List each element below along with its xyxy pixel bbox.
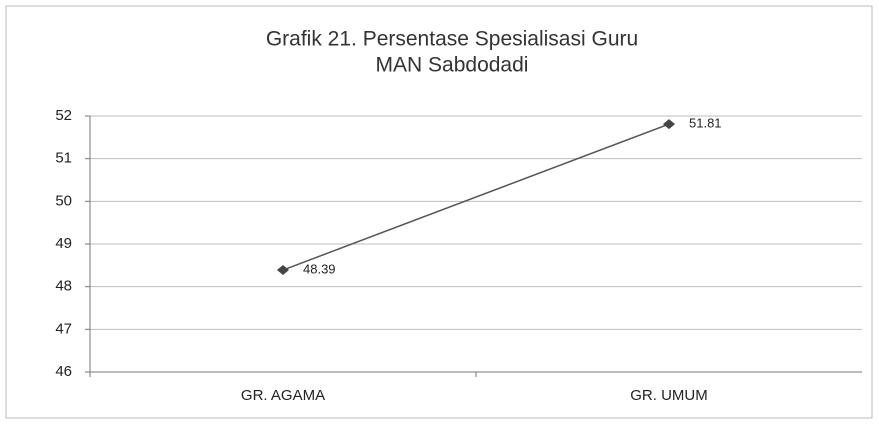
y-tick-label: 51 — [55, 150, 72, 167]
y-tick-label: 49 — [55, 235, 72, 252]
y-tick-label: 47 — [55, 320, 72, 337]
marker — [277, 265, 289, 276]
chart-title: Grafik 21. Persentase Spesialisasi Guru — [266, 28, 638, 51]
x-tick-label: GR. AGAMA — [241, 387, 325, 404]
y-tick-label: 52 — [55, 107, 72, 124]
y-tick-label: 46 — [55, 363, 72, 380]
y-tick-label: 48 — [55, 278, 72, 295]
data-label: 48.39 — [303, 261, 336, 276]
marker — [663, 119, 675, 130]
x-tick-label: GR. UMUM — [630, 387, 708, 404]
data-line — [282, 123, 670, 271]
data-label: 51.81 — [689, 116, 722, 131]
chart-border — [5, 5, 873, 419]
chart-title: MAN Sabdodadi — [376, 54, 529, 77]
y-tick-label: 50 — [55, 192, 72, 209]
